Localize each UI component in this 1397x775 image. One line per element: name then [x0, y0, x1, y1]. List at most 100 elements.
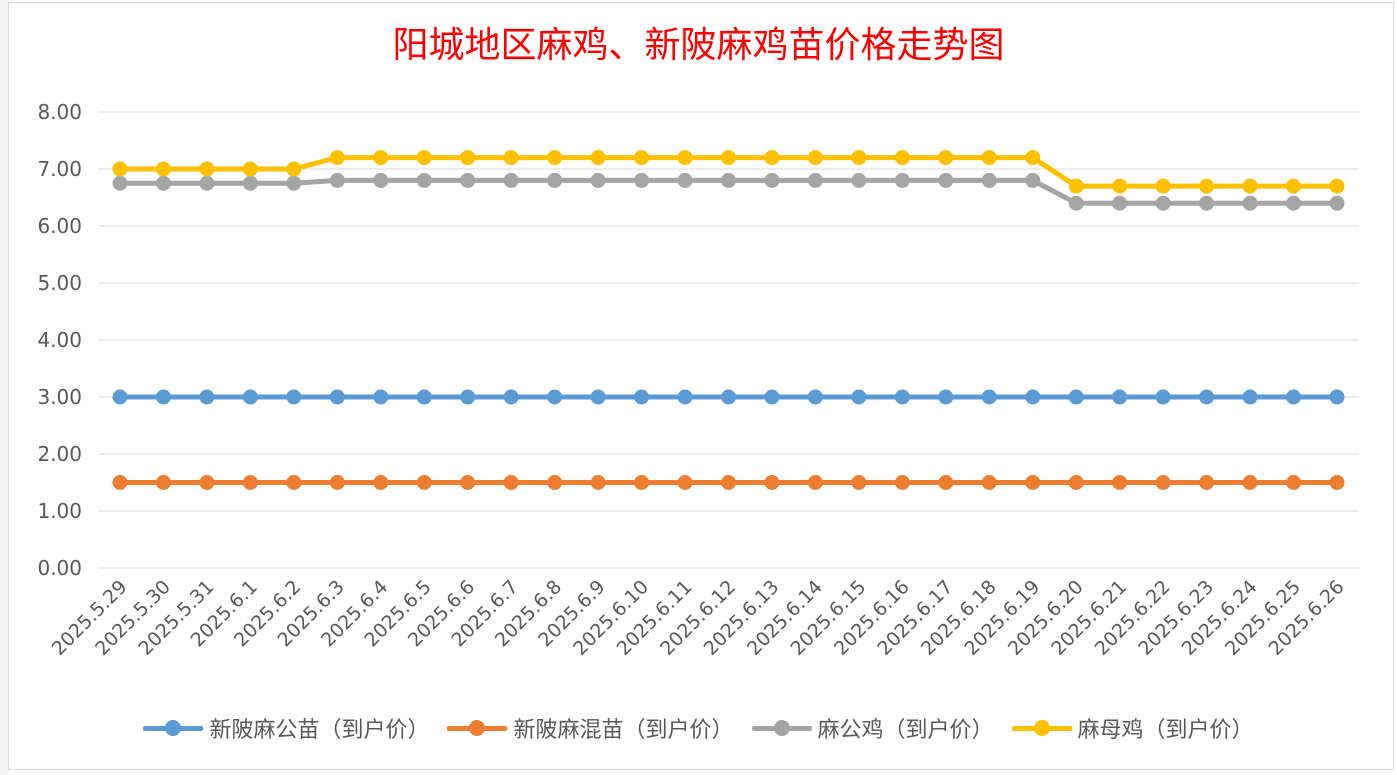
- data-point[interactable]: [503, 475, 519, 490]
- data-point[interactable]: [807, 389, 823, 405]
- data-point[interactable]: [894, 389, 910, 405]
- data-point[interactable]: [329, 389, 345, 405]
- data-point[interactable]: [242, 389, 258, 405]
- data-point[interactable]: [199, 389, 215, 405]
- data-point[interactable]: [721, 475, 736, 490]
- data-point[interactable]: [894, 172, 910, 188]
- data-point[interactable]: [416, 389, 432, 405]
- data-point[interactable]: [981, 172, 997, 188]
- data-point[interactable]: [1199, 475, 1215, 490]
- data-point[interactable]: [242, 161, 258, 177]
- data-point[interactable]: [1025, 389, 1041, 405]
- data-point[interactable]: [286, 475, 302, 490]
- data-point[interactable]: [1286, 475, 1302, 490]
- data-point[interactable]: [851, 389, 867, 405]
- data-point[interactable]: [1025, 172, 1041, 188]
- data-point[interactable]: [1242, 475, 1258, 490]
- data-point[interactable]: [677, 475, 693, 490]
- data-point[interactable]: [764, 389, 780, 405]
- data-point[interactable]: [1155, 195, 1171, 211]
- data-point[interactable]: [677, 389, 693, 405]
- data-point[interactable]: [416, 475, 432, 490]
- legend-item[interactable]: 麻公鸡（到户价）: [751, 712, 994, 744]
- data-point[interactable]: [851, 150, 867, 166]
- data-point[interactable]: [1199, 178, 1215, 194]
- data-point[interactable]: [155, 175, 171, 191]
- data-point[interactable]: [1242, 389, 1258, 405]
- data-point[interactable]: [1286, 178, 1302, 194]
- data-point[interactable]: [590, 172, 606, 188]
- data-point[interactable]: [807, 150, 823, 166]
- data-point[interactable]: [112, 161, 128, 177]
- data-point[interactable]: [764, 172, 780, 188]
- data-point[interactable]: [721, 389, 736, 405]
- data-point[interactable]: [807, 475, 823, 490]
- data-point[interactable]: [199, 161, 215, 177]
- data-point[interactable]: [373, 150, 389, 166]
- data-point[interactable]: [547, 172, 563, 188]
- data-point[interactable]: [981, 475, 997, 490]
- data-point[interactable]: [1068, 389, 1084, 405]
- data-point[interactable]: [503, 172, 519, 188]
- data-point[interactable]: [242, 475, 258, 490]
- data-point[interactable]: [938, 475, 954, 490]
- data-point[interactable]: [547, 150, 563, 166]
- data-point[interactable]: [373, 172, 389, 188]
- data-point[interactable]: [894, 150, 910, 166]
- data-point[interactable]: [242, 175, 258, 191]
- data-point[interactable]: [112, 389, 128, 405]
- chart-area[interactable]: [8, 2, 1394, 770]
- data-point[interactable]: [155, 161, 171, 177]
- data-point[interactable]: [1025, 475, 1041, 490]
- data-point[interactable]: [1112, 389, 1128, 405]
- data-point[interactable]: [329, 172, 345, 188]
- data-point[interactable]: [286, 389, 302, 405]
- data-point[interactable]: [329, 150, 345, 166]
- data-point[interactable]: [460, 475, 476, 490]
- data-point[interactable]: [1242, 178, 1258, 194]
- data-point[interactable]: [764, 475, 780, 490]
- data-point[interactable]: [981, 150, 997, 166]
- data-point[interactable]: [1112, 195, 1128, 211]
- data-point[interactable]: [851, 172, 867, 188]
- data-point[interactable]: [1242, 195, 1258, 211]
- data-point[interactable]: [503, 150, 519, 166]
- data-point[interactable]: [1068, 178, 1084, 194]
- data-point[interactable]: [1329, 475, 1345, 490]
- data-point[interactable]: [547, 389, 563, 405]
- data-point[interactable]: [199, 175, 215, 191]
- data-point[interactable]: [590, 150, 606, 166]
- data-point[interactable]: [1155, 178, 1171, 194]
- data-point[interactable]: [460, 389, 476, 405]
- data-point[interactable]: [503, 389, 519, 405]
- data-point[interactable]: [1199, 389, 1215, 405]
- data-point[interactable]: [1329, 178, 1345, 194]
- data-point[interactable]: [1155, 389, 1171, 405]
- data-point[interactable]: [329, 475, 345, 490]
- legend-item[interactable]: 麻母鸡（到户价）: [1011, 712, 1254, 744]
- data-point[interactable]: [416, 150, 432, 166]
- data-point[interactable]: [286, 175, 302, 191]
- data-point[interactable]: [1329, 195, 1345, 211]
- data-point[interactable]: [938, 150, 954, 166]
- data-point[interactable]: [590, 389, 606, 405]
- data-point[interactable]: [1025, 150, 1041, 166]
- data-point[interactable]: [938, 172, 954, 188]
- data-point[interactable]: [199, 475, 215, 490]
- data-point[interactable]: [1068, 475, 1084, 490]
- data-point[interactable]: [1155, 475, 1171, 490]
- data-point[interactable]: [894, 475, 910, 490]
- data-point[interactable]: [155, 475, 171, 490]
- data-point[interactable]: [634, 172, 650, 188]
- data-point[interactable]: [634, 150, 650, 166]
- data-point[interactable]: [721, 150, 736, 166]
- data-point[interactable]: [112, 475, 128, 490]
- data-point[interactable]: [938, 389, 954, 405]
- legend-item[interactable]: 新陂麻公苗（到户价）: [143, 712, 429, 744]
- data-point[interactable]: [1329, 389, 1345, 405]
- data-point[interactable]: [590, 475, 606, 490]
- data-point[interactable]: [634, 475, 650, 490]
- data-point[interactable]: [1112, 178, 1128, 194]
- data-point[interactable]: [1286, 195, 1302, 211]
- data-point[interactable]: [460, 150, 476, 166]
